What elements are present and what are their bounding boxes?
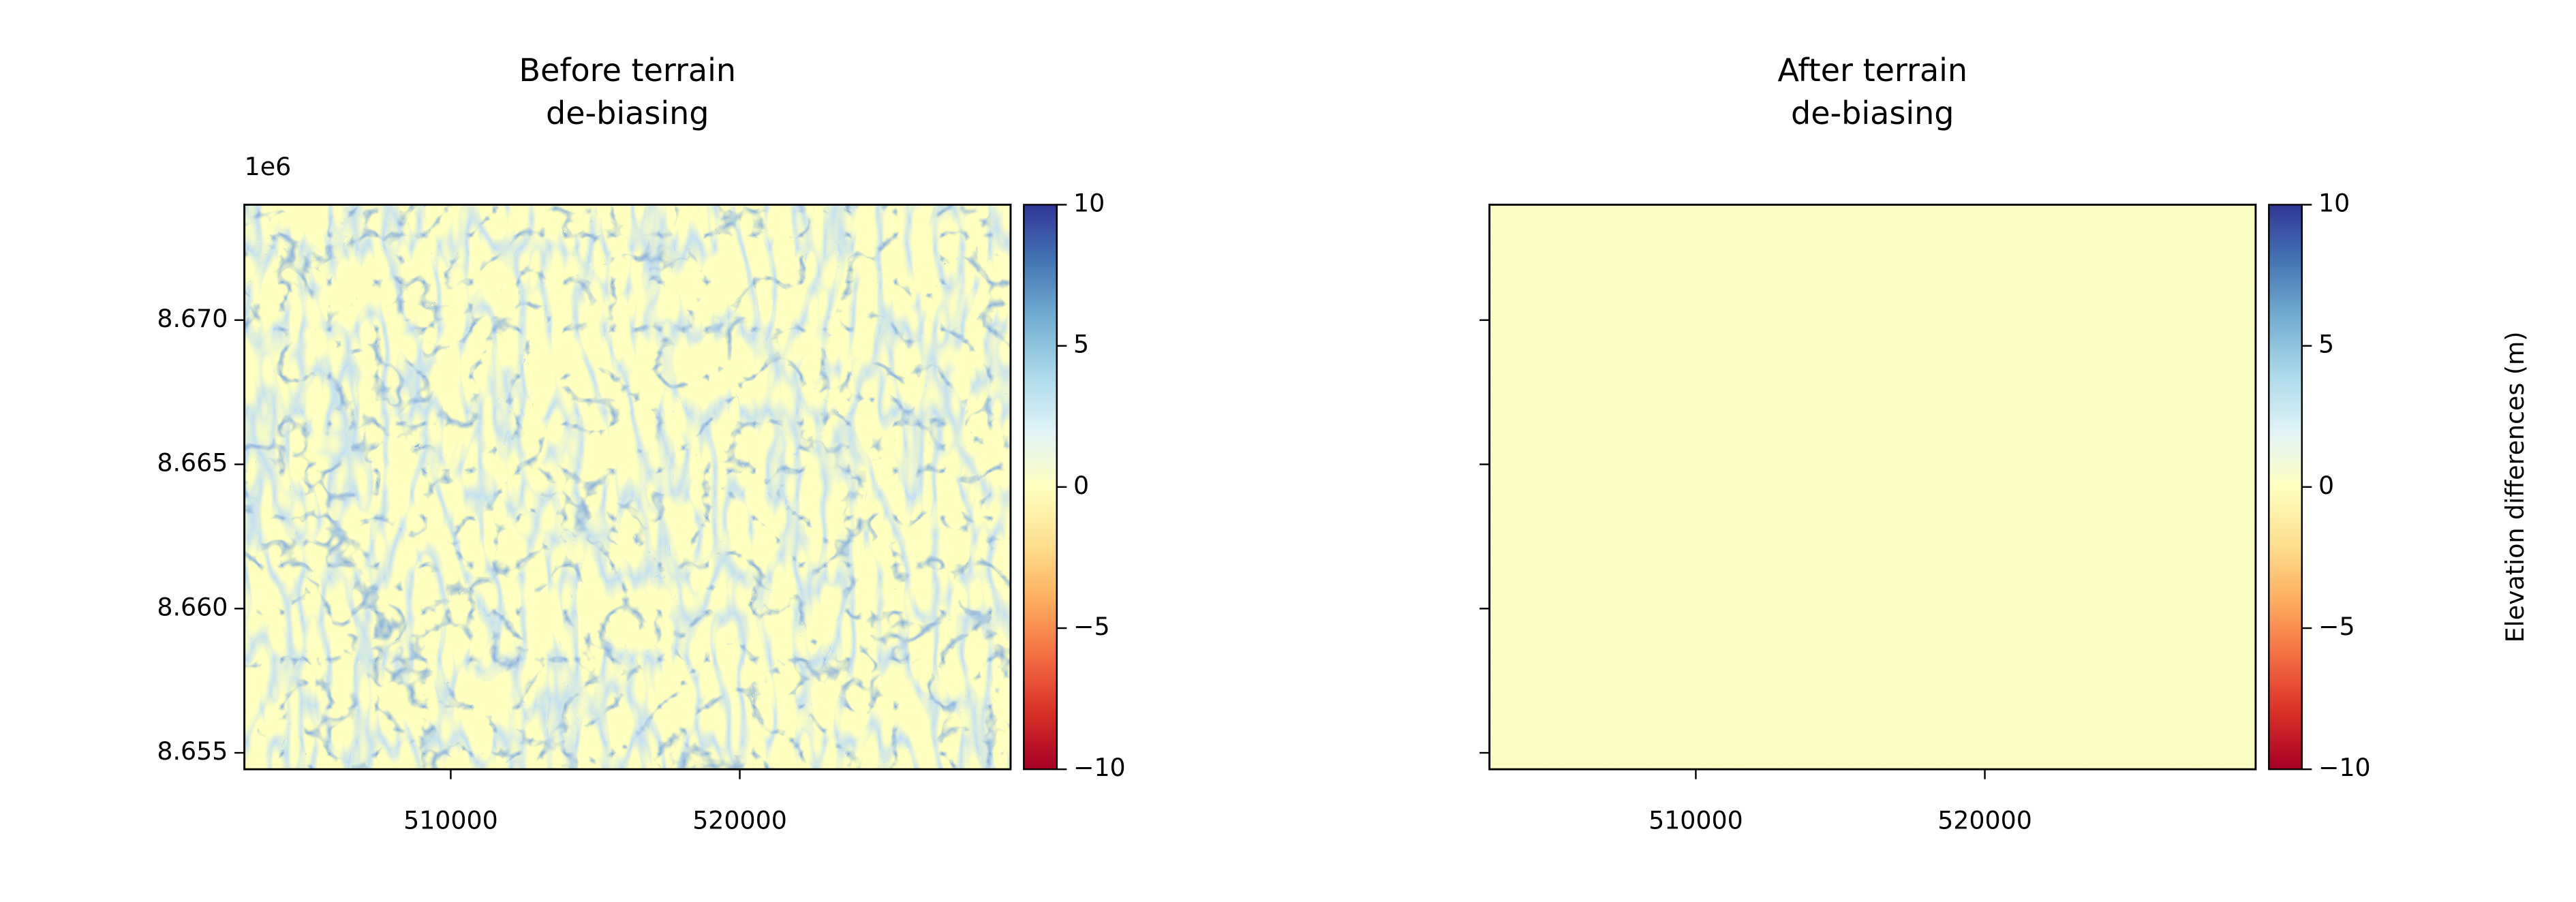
chart-title: Before terrain bbox=[519, 52, 736, 89]
chart-title: de-biasing bbox=[1791, 95, 1954, 131]
raster-texture bbox=[1489, 204, 2256, 770]
raster-texture bbox=[244, 204, 1011, 770]
y-tick-label: 8.660 bbox=[157, 592, 228, 621]
colorbar-tick-label: 10 bbox=[2318, 188, 2350, 217]
y-tick-label: 8.655 bbox=[157, 736, 228, 766]
colorbar bbox=[1023, 204, 1058, 771]
x-tick-label: 510000 bbox=[1649, 806, 1743, 835]
colorbar-label: Elevation differences (m) bbox=[2500, 331, 2530, 642]
raster bbox=[1489, 204, 2256, 770]
y-tick-label: 8.670 bbox=[157, 304, 228, 333]
chart-title: After terrain bbox=[1777, 52, 1967, 89]
y-tick-label: 8.665 bbox=[157, 448, 228, 478]
chart-title: de-biasing bbox=[546, 95, 709, 131]
colorbar-tick-label: −10 bbox=[2318, 753, 2371, 782]
colorbar-tick-label: −5 bbox=[2318, 612, 2355, 641]
y-offset-text: 1e6 bbox=[245, 152, 292, 181]
colorbar-tick-label: −10 bbox=[1073, 753, 1126, 782]
plot-frame bbox=[243, 204, 1012, 771]
x-tick-label: 520000 bbox=[692, 806, 787, 835]
colorbar-tick-label: 0 bbox=[2318, 471, 2334, 500]
colorbar-tick-label: −5 bbox=[1073, 612, 1110, 641]
colorbar-tick-label: 5 bbox=[1073, 330, 1089, 359]
colorbar-tick-label: 0 bbox=[1073, 471, 1089, 500]
colorbar bbox=[2268, 204, 2303, 771]
raster bbox=[244, 204, 1011, 770]
colorbar-tick-label: 5 bbox=[2318, 330, 2334, 359]
plot-frame bbox=[1488, 204, 2257, 771]
x-tick-label: 520000 bbox=[1937, 806, 2032, 835]
colorbar-tick-label: 10 bbox=[1073, 188, 1105, 217]
x-tick-label: 510000 bbox=[403, 806, 498, 835]
